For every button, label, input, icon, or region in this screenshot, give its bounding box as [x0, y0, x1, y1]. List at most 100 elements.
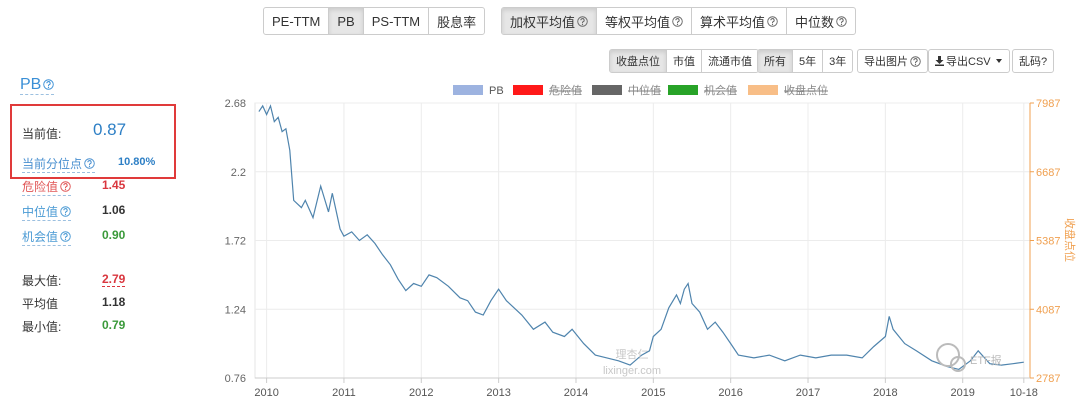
button-text: 5年	[799, 56, 817, 68]
help-icon[interactable]	[672, 15, 683, 27]
help-icon[interactable]	[60, 231, 71, 242]
button[interactable]: 市值	[667, 50, 702, 72]
button-text: 流通市值	[708, 56, 752, 68]
button-text: 市值	[673, 56, 695, 68]
help-icon[interactable]	[577, 15, 588, 27]
button[interactable]: PS-TTM	[364, 8, 430, 34]
percentile-value: 10.80%	[118, 156, 155, 168]
button[interactable]: 乱码?	[1013, 50, 1053, 72]
button-text: 3年	[829, 56, 847, 68]
help-icon[interactable]	[60, 206, 71, 217]
x-tick-label: 2019	[950, 387, 974, 399]
legend-swatch[interactable]	[513, 85, 543, 95]
button-text: PS-TTM	[371, 13, 421, 29]
legend-label[interactable]: 中位值	[628, 83, 661, 97]
y2-tick-label: 2787	[1036, 373, 1060, 385]
legend-label[interactable]: 收盘点位	[784, 83, 828, 97]
level-value: 1.06	[102, 203, 125, 217]
stat-value-text: 2.79	[102, 272, 126, 286]
caret	[995, 59, 1002, 63]
y2-tick-label: 6687	[1036, 167, 1060, 179]
panel-title-text: PB	[20, 76, 42, 93]
watermark-brand: 理杏仁	[616, 348, 649, 361]
legend-label[interactable]: PB	[489, 85, 504, 97]
button[interactable]: 等权平均值	[597, 8, 693, 34]
button[interactable]: 导出图片	[858, 50, 927, 72]
button[interactable]: 导出CSV	[929, 50, 1009, 72]
watermark-site: lixinger.com	[603, 365, 661, 377]
legend-swatch[interactable]	[592, 85, 622, 95]
level-label: 中位值	[22, 203, 72, 221]
level-label: 危险值	[22, 178, 72, 196]
x-tick-label: 2017	[796, 387, 820, 399]
help-icon[interactable]	[60, 181, 71, 192]
button-text: 导出图片	[864, 56, 908, 68]
button[interactable]: PE-TTM	[264, 8, 330, 34]
export-csv-button: 导出CSV	[928, 49, 1010, 73]
pb-line	[258, 104, 1024, 371]
current-label: 当前值:	[22, 125, 61, 142]
help-icon[interactable]	[767, 15, 778, 27]
legend-swatch[interactable]	[748, 85, 778, 95]
level-value-text: 1.06	[102, 203, 126, 217]
y2-tick-label: 4087	[1036, 304, 1060, 316]
button-text: 中位数	[795, 14, 835, 30]
stat-value-text: 1.18	[102, 295, 126, 309]
x-tick-label: 2011	[332, 387, 356, 399]
legend-swatch[interactable]	[453, 85, 483, 95]
stat-label-text: 平均值	[22, 297, 59, 311]
button-text: PE-TTM	[272, 13, 321, 29]
button[interactable]: 股息率	[429, 8, 484, 34]
account-icon	[936, 343, 960, 367]
legend-label[interactable]: 机会值	[704, 83, 737, 97]
watermark-account: ETF报	[970, 353, 1002, 367]
y2-label: 收盘点位	[1063, 218, 1077, 262]
help-icon[interactable]	[84, 158, 95, 169]
range-tabs: 所有 5年 3年	[757, 49, 854, 73]
x-tick-label: 2013	[486, 387, 510, 399]
stat-label: 最大值:	[22, 272, 61, 289]
level-label: 机会值	[22, 228, 72, 246]
stat-label-text: 最小值:	[22, 320, 62, 334]
button[interactable]: 中位数	[787, 8, 855, 34]
button[interactable]: 算术平均值	[692, 8, 788, 34]
metric-tabs: PE-TTM PB PS-TTM 股息率	[263, 7, 486, 35]
level-value-text: 0.90	[102, 228, 126, 242]
button[interactable]: 收盘点位	[610, 50, 667, 72]
download-icon	[935, 56, 944, 66]
current-label-text: 当前值:	[22, 127, 62, 141]
button[interactable]: PB	[329, 8, 364, 34]
button-text: PB	[337, 13, 355, 29]
y-tick-label: 2.2	[231, 167, 246, 179]
legend-swatch[interactable]	[668, 85, 698, 95]
y2-tick-label: 5387	[1036, 236, 1060, 248]
help-icon[interactable]	[836, 15, 847, 27]
legend-label[interactable]: 危险值	[549, 83, 582, 97]
button-text: 等权平均值	[605, 14, 671, 30]
garbled-button: 乱码?	[1012, 49, 1055, 73]
stat-label: 最小值:	[22, 318, 61, 335]
button[interactable]: 5年	[793, 50, 824, 72]
x-tick-label: 2016	[718, 387, 742, 399]
help-icon[interactable]	[43, 79, 55, 90]
button[interactable]: 所有	[758, 50, 793, 72]
x-tick-label: 2014	[564, 387, 588, 399]
panel-title: PB	[20, 76, 55, 95]
help-icon[interactable]	[910, 55, 921, 67]
highlight-box	[10, 104, 176, 179]
button-text: 算术平均值	[700, 14, 766, 30]
stat-value: 2.79	[102, 272, 126, 287]
button[interactable]: 流通市值	[702, 50, 758, 72]
y-tick-label: 1.72	[225, 236, 246, 248]
level-value: 0.90	[102, 228, 125, 242]
button[interactable]: 加权平均值	[502, 8, 598, 34]
stat-label-text: 最大值:	[22, 274, 62, 288]
percentile-label: 当前分位点	[22, 155, 96, 173]
level-value-text: 1.45	[102, 178, 126, 192]
button-text: 加权平均值	[510, 14, 576, 30]
button-text: 收盘点位	[616, 56, 660, 68]
export-image-button: 导出图片	[857, 49, 928, 73]
button[interactable]: 3年	[823, 50, 852, 72]
percentile-label-text: 当前分位点	[22, 157, 83, 171]
